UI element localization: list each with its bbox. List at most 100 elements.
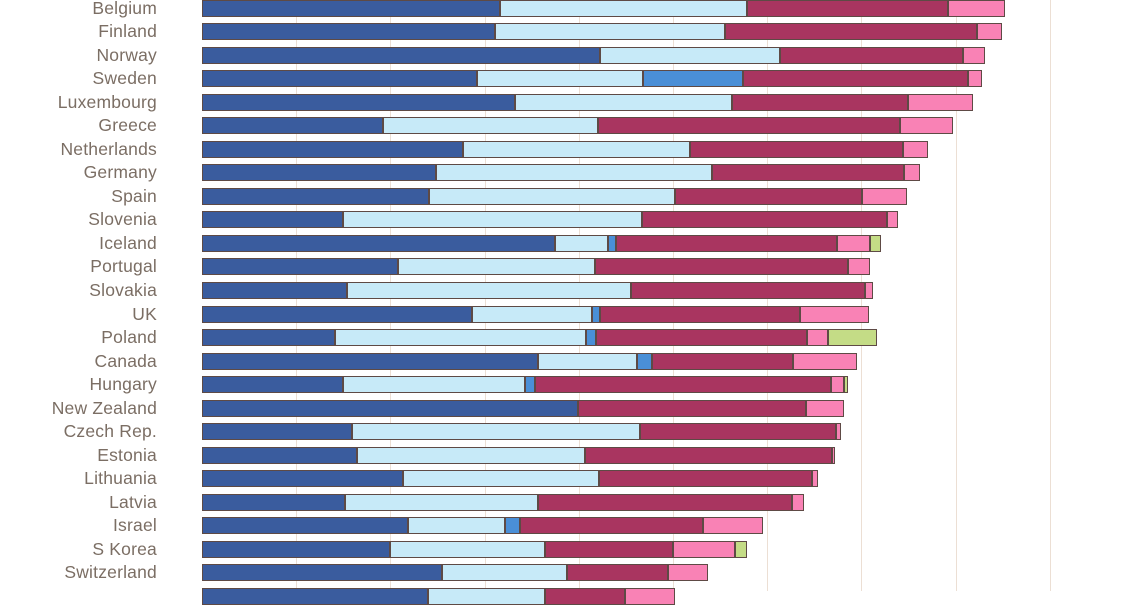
bar-segment-crimson <box>545 541 673 558</box>
bar-segment-light_blue <box>537 353 637 370</box>
country-label: Czech Rep. <box>63 421 157 441</box>
bar-segment-navy <box>202 235 556 252</box>
bar-segment-crimson <box>594 258 848 275</box>
bar-segment-pink <box>968 70 982 87</box>
country-label: Spain <box>111 186 157 206</box>
bar-segment-light_blue <box>390 541 546 558</box>
bar-segment-navy <box>202 47 601 64</box>
country-label: Canada <box>94 351 157 371</box>
country-label: Slovenia <box>88 209 157 229</box>
bar-segment-navy <box>202 423 352 440</box>
chart-row-bar <box>202 564 708 581</box>
bar-segment-navy <box>202 353 538 370</box>
chart-row-bar <box>202 211 898 228</box>
bar-segment-light_blue <box>494 23 725 40</box>
chart-row-bar <box>202 47 985 64</box>
chart-row-bar <box>202 423 842 440</box>
country-label: Norway <box>96 45 157 65</box>
bar-segment-light_blue <box>403 470 599 487</box>
bar-segment-pink <box>900 117 953 134</box>
bar-segment-light_blue <box>335 329 586 346</box>
bar-segment-light_blue <box>462 141 690 158</box>
bar-segment-green <box>869 235 881 252</box>
bar-segment-medium_blue <box>636 353 652 370</box>
bar-segment-navy <box>202 141 463 158</box>
bar-segment-navy <box>202 329 335 346</box>
bar-segment-crimson <box>780 47 963 64</box>
bar-segment-crimson <box>747 0 949 17</box>
chart-row-bar <box>202 541 747 558</box>
country-label: Luxembourg <box>57 92 157 112</box>
chart-row-bar <box>202 494 804 511</box>
bar-segment-pink <box>805 400 845 417</box>
chart-row-bar <box>202 70 982 87</box>
gridline <box>1050 0 1051 591</box>
bar-segment-crimson <box>615 235 837 252</box>
chart-row-bar <box>202 117 953 134</box>
bar-segment-navy <box>202 564 443 581</box>
bar-segment-navy <box>202 258 398 275</box>
chart-row-bar <box>202 329 877 346</box>
bar-segment-pink <box>886 211 898 228</box>
bar-segment-crimson <box>595 329 807 346</box>
bar-segment-crimson <box>731 94 908 111</box>
bar-segment-navy <box>202 306 472 323</box>
bar-segment-light_blue <box>600 47 780 64</box>
bar-segment-crimson <box>724 23 978 40</box>
bar-segment-pink <box>903 164 920 181</box>
bar-segment-pink <box>903 141 929 158</box>
bar-segment-medium_blue <box>524 376 535 393</box>
country-label: Latvia <box>109 492 157 512</box>
country-label: Israel <box>113 515 157 535</box>
bar-segment-crimson <box>585 447 832 464</box>
bar-segment-crimson <box>630 282 865 299</box>
bar-segment-pink <box>977 23 1003 40</box>
country-label: Poland <box>101 327 157 347</box>
bar-segment-crimson <box>519 517 703 534</box>
chart-row-bar <box>202 306 869 323</box>
bar-segment-light_blue <box>514 94 732 111</box>
bar-segment-pink <box>830 376 844 393</box>
bar-segment-crimson <box>711 164 904 181</box>
country-label: Portugal <box>90 256 157 276</box>
chart-row-bar <box>202 400 845 417</box>
country-label: Estonia <box>97 445 157 465</box>
bar-segment-light_blue <box>429 188 676 205</box>
bar-segment-navy <box>202 0 501 17</box>
bar-segment-navy <box>202 282 348 299</box>
bar-segment-crimson <box>598 117 900 134</box>
bar-segment-pink <box>831 447 835 464</box>
bar-segment-pink <box>948 0 1006 17</box>
bar-segment-crimson <box>743 70 968 87</box>
bar-segment-medium_blue <box>643 70 744 87</box>
bar-segment-crimson <box>534 376 831 393</box>
bar-segment-medium_blue <box>504 517 520 534</box>
chart-row-bar <box>202 258 871 275</box>
bar-segment-pink <box>835 423 842 440</box>
bar-segment-pink <box>864 282 873 299</box>
country-label: UK <box>132 304 157 324</box>
chart-row-bar <box>202 164 920 181</box>
bar-segment-pink <box>962 47 985 64</box>
bar-segment-light_blue <box>347 282 631 299</box>
country-label: Hungary <box>89 374 157 394</box>
country-label: Greece <box>98 115 157 135</box>
bar-segment-light_blue <box>344 494 538 511</box>
bar-segment-light_blue <box>407 517 505 534</box>
bar-segment-navy <box>202 23 495 40</box>
bar-segment-crimson <box>689 141 904 158</box>
country-label: Belgium <box>92 0 157 18</box>
bar-segment-pink <box>799 306 869 323</box>
country-label: New Zealand <box>51 398 157 418</box>
bar-segment-pink <box>672 541 735 558</box>
bar-segment-green <box>734 541 747 558</box>
bar-segment-crimson <box>599 306 800 323</box>
bar-segment-pink <box>836 235 870 252</box>
country-label: Sweden <box>92 68 157 88</box>
bar-segment-navy <box>202 541 391 558</box>
bar-segment-crimson <box>537 494 792 511</box>
chart-row-bar <box>202 141 929 158</box>
bar-segment-pink <box>806 329 828 346</box>
bar-segment-light_blue <box>397 258 595 275</box>
bar-segment-light_blue <box>477 70 644 87</box>
